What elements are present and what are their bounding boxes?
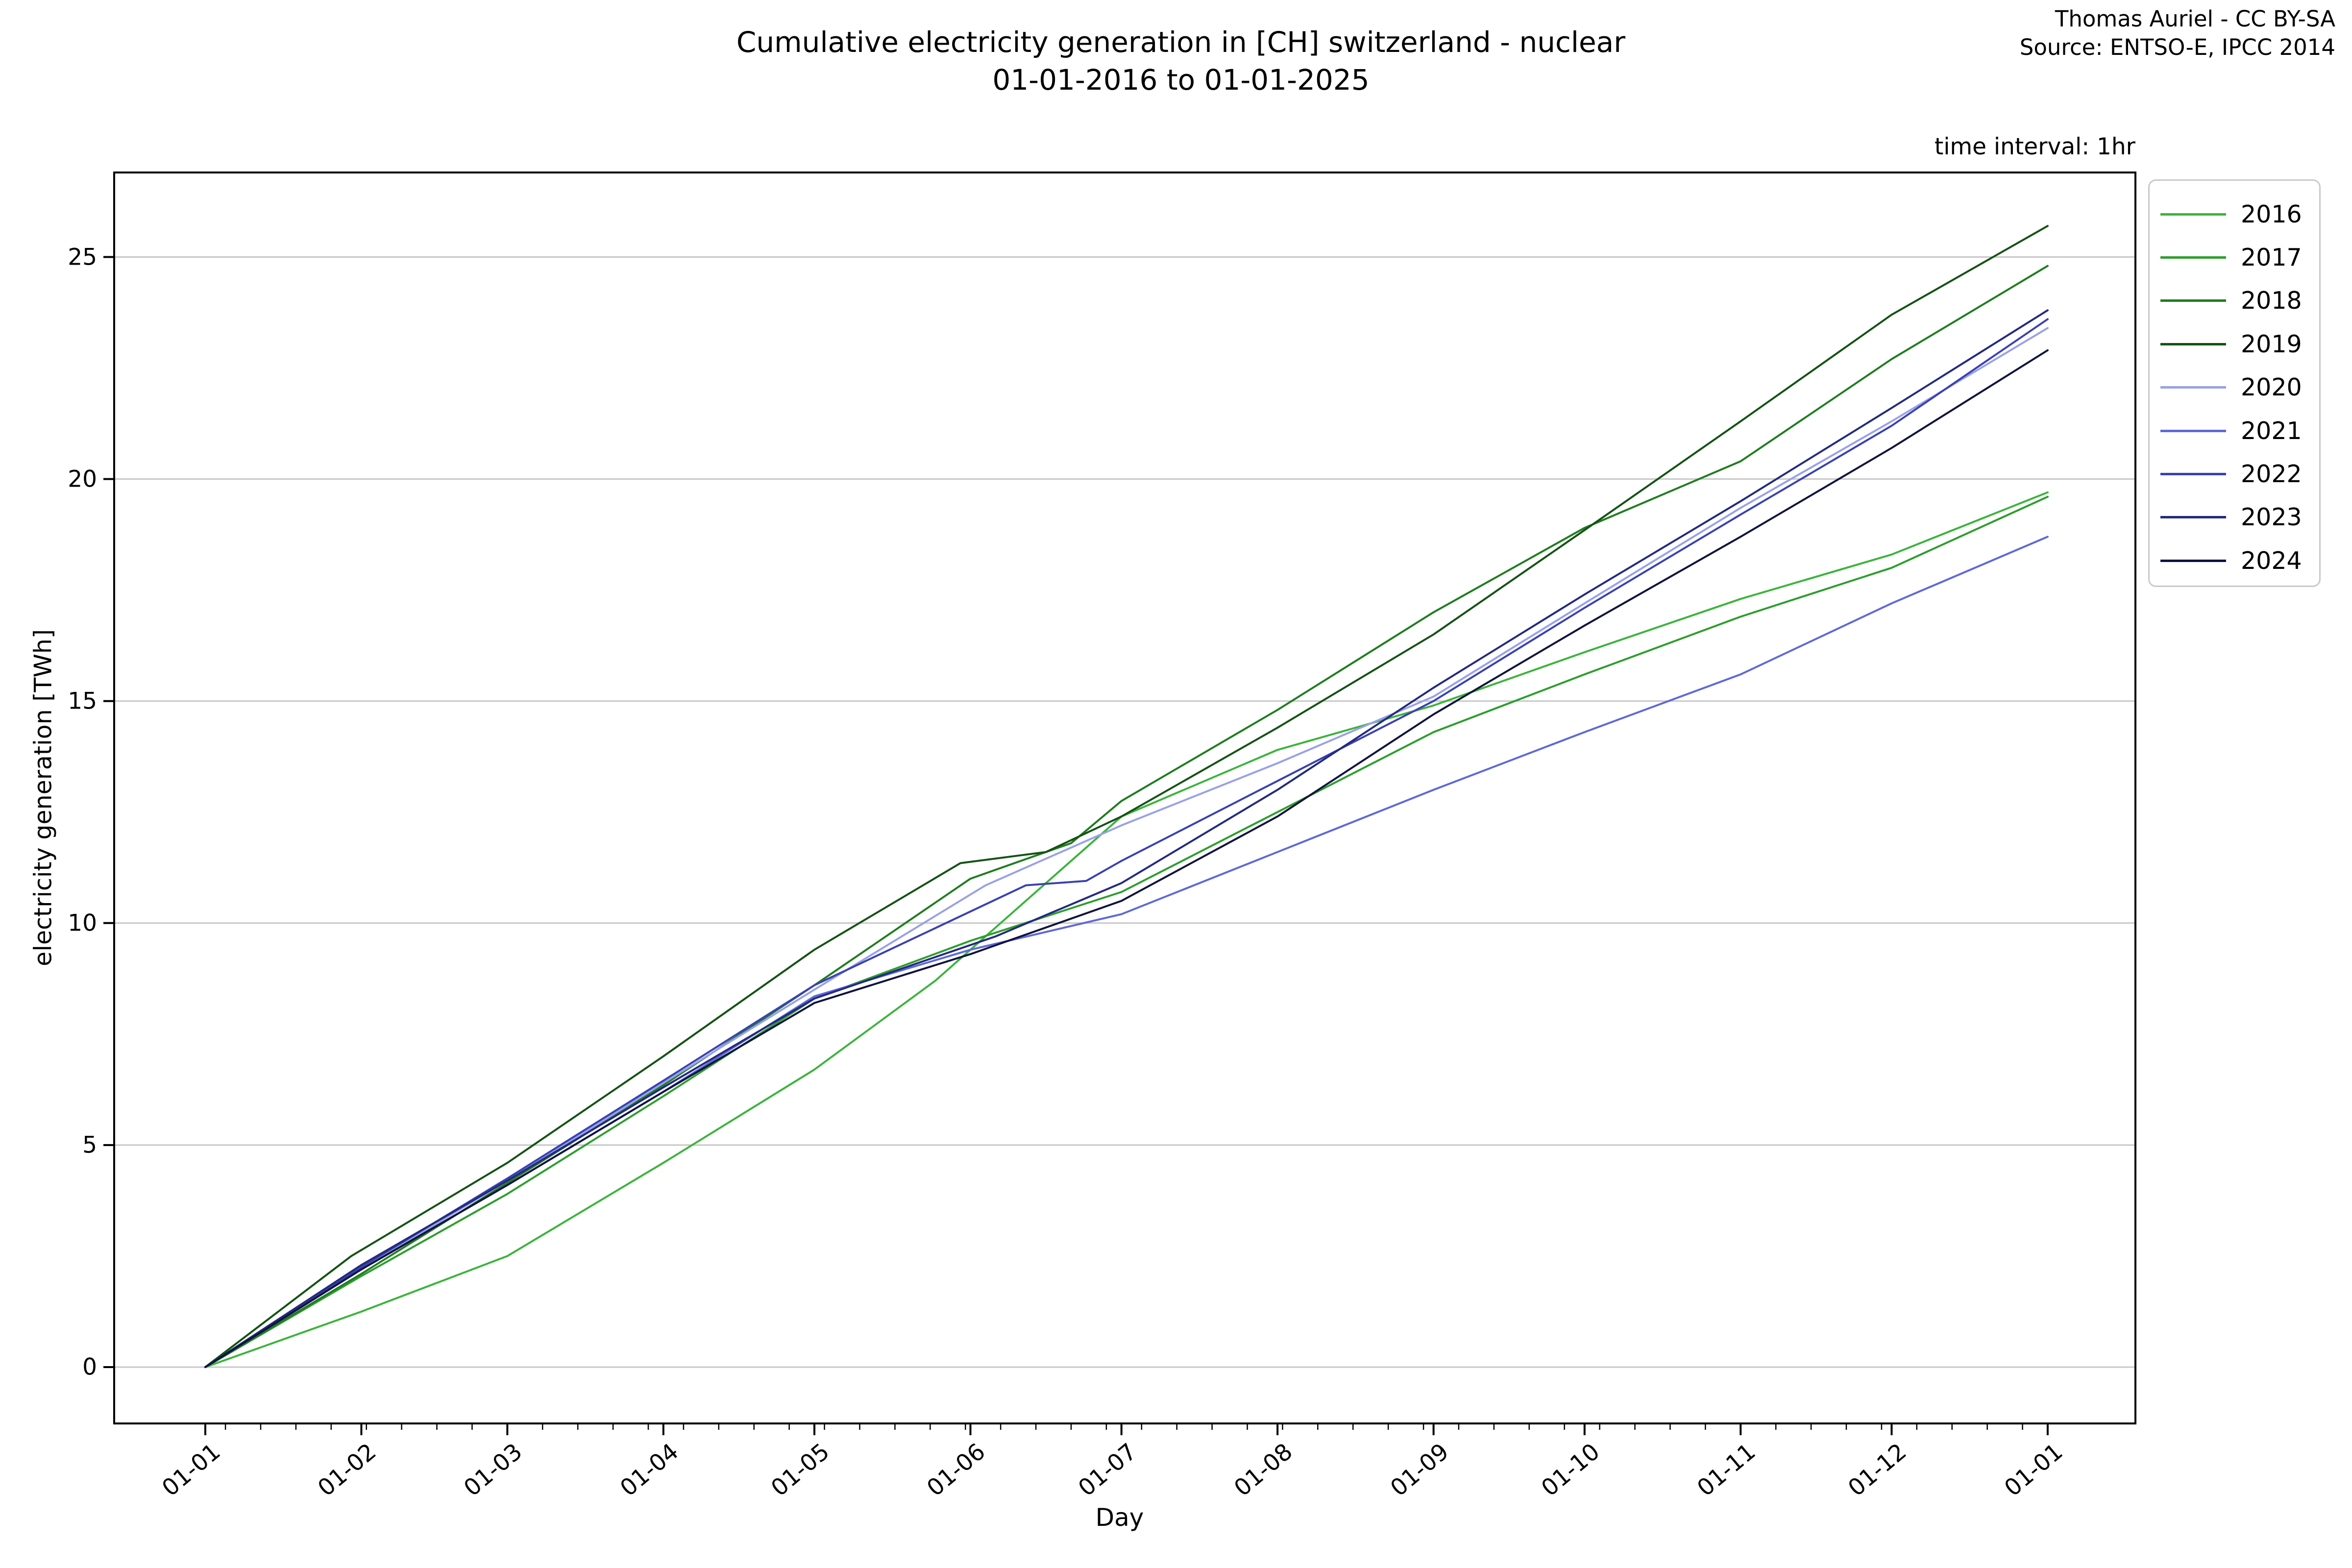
series-line-2016 (204, 491, 2049, 1368)
legend-swatch (2160, 559, 2226, 562)
legend-swatch (2160, 429, 2226, 432)
legend-item-2021: 2021 (2150, 409, 2319, 452)
legend-swatch (2160, 516, 2226, 519)
series-line-2017 (204, 495, 2049, 1368)
series-line-2020 (204, 327, 2049, 1368)
legend-label: 2022 (2241, 460, 2302, 489)
y-tick-label: 0 (82, 1353, 97, 1381)
legend-label: 2016 (2241, 200, 2302, 228)
chart-title: Cumulative electricity generation in [CH… (736, 24, 1625, 98)
y-tick-label: 10 (68, 909, 97, 937)
legend-item-2020: 2020 (2150, 366, 2319, 409)
time-interval-note: time interval: 1hr (1934, 133, 2135, 160)
y-tick-label: 5 (82, 1131, 97, 1159)
attribution: Thomas Auriel - CC BY-SA Source: ENTSO-E… (2020, 5, 2335, 61)
legend-swatch (2160, 256, 2226, 259)
series-line-2022 (204, 318, 2049, 1368)
series-line-2019 (204, 225, 2049, 1368)
chart-title-line1: Cumulative electricity generation in [CH… (736, 25, 1626, 59)
legend-item-2018: 2018 (2150, 279, 2319, 322)
legend-label: 2023 (2241, 503, 2302, 532)
legend-label: 2021 (2241, 416, 2302, 445)
legend-swatch (2160, 299, 2226, 302)
attribution-source: Source: ENTSO-E, IPCC 2014 (2019, 34, 2335, 60)
y-tick-label: 20 (68, 466, 97, 493)
y-tick-label: 15 (68, 687, 97, 715)
legend-item-2019: 2019 (2150, 322, 2319, 366)
legend-swatch (2160, 213, 2226, 216)
y-tick-label: 25 (68, 244, 97, 270)
legend-item-2016: 2016 (2150, 193, 2319, 236)
chart-title-line2: 01-01-2016 to 01-01-2025 (992, 63, 1370, 97)
legend-item-2022: 2022 (2150, 452, 2319, 495)
legend-label: 2019 (2241, 330, 2302, 358)
x-axis-label: Day (1095, 1503, 1144, 1532)
plot-spines (113, 172, 2136, 1424)
legend: 2016 2017 2018 2019 2020 2021 2022 2023 2024 (2148, 179, 2321, 587)
legend-swatch (2160, 473, 2226, 476)
series-line-2018 (204, 265, 2049, 1368)
legend-item-2017: 2017 (2150, 236, 2319, 279)
series-line-2023 (204, 309, 2049, 1368)
legend-label: 2024 (2241, 546, 2302, 575)
legend-label: 2020 (2241, 373, 2302, 402)
legend-swatch (2160, 386, 2226, 389)
legend-swatch (2160, 343, 2226, 345)
legend-label: 2018 (2241, 287, 2302, 315)
series-line-2024 (204, 349, 2049, 1368)
attribution-author: Thomas Auriel - CC BY-SA (2055, 6, 2335, 32)
legend-item-2023: 2023 (2150, 496, 2319, 539)
series-line-2021 (204, 536, 2049, 1368)
legend-label: 2017 (2241, 244, 2302, 272)
legend-item-2024: 2024 (2150, 539, 2319, 582)
